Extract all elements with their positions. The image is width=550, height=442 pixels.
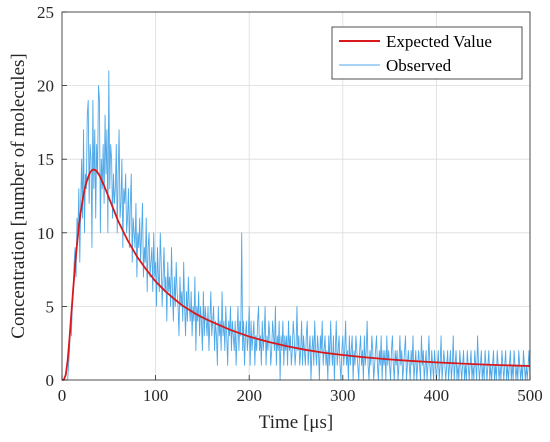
series-line-expected-value	[61, 168, 531, 381]
x-tick-label: 400	[424, 386, 450, 405]
legend: Expected Value Observed	[331, 26, 523, 80]
x-axis-label: Time [μs]	[259, 412, 333, 433]
legend-label-expected: Expected Value	[386, 32, 492, 51]
x-tick-label: 100	[143, 386, 169, 405]
y-ticks: 0 5 10 15 20 25	[37, 3, 67, 390]
series-layer	[61, 70, 531, 381]
plot-frame	[61, 11, 531, 381]
y-tick-label: 0	[46, 371, 55, 390]
y-axis-label: Concentration [number of molecules]	[8, 53, 29, 338]
y-tick-label: 10	[37, 224, 54, 243]
y-tick-label: 20	[37, 77, 54, 96]
y-tick-label: 15	[37, 150, 54, 169]
legend-label-observed: Observed	[386, 56, 452, 75]
x-tick-label: 200	[236, 386, 262, 405]
x-tick-label: 0	[58, 386, 67, 405]
x-ticks: 0 100 200 300 400 500	[58, 375, 543, 405]
y-tick-label: 25	[37, 3, 54, 22]
y-tick-label: 5	[46, 297, 55, 316]
x-tick-label: 300	[330, 386, 356, 405]
series-line-observed	[62, 70, 531, 381]
x-tick-label: 500	[517, 386, 543, 405]
legend-box	[331, 26, 523, 80]
